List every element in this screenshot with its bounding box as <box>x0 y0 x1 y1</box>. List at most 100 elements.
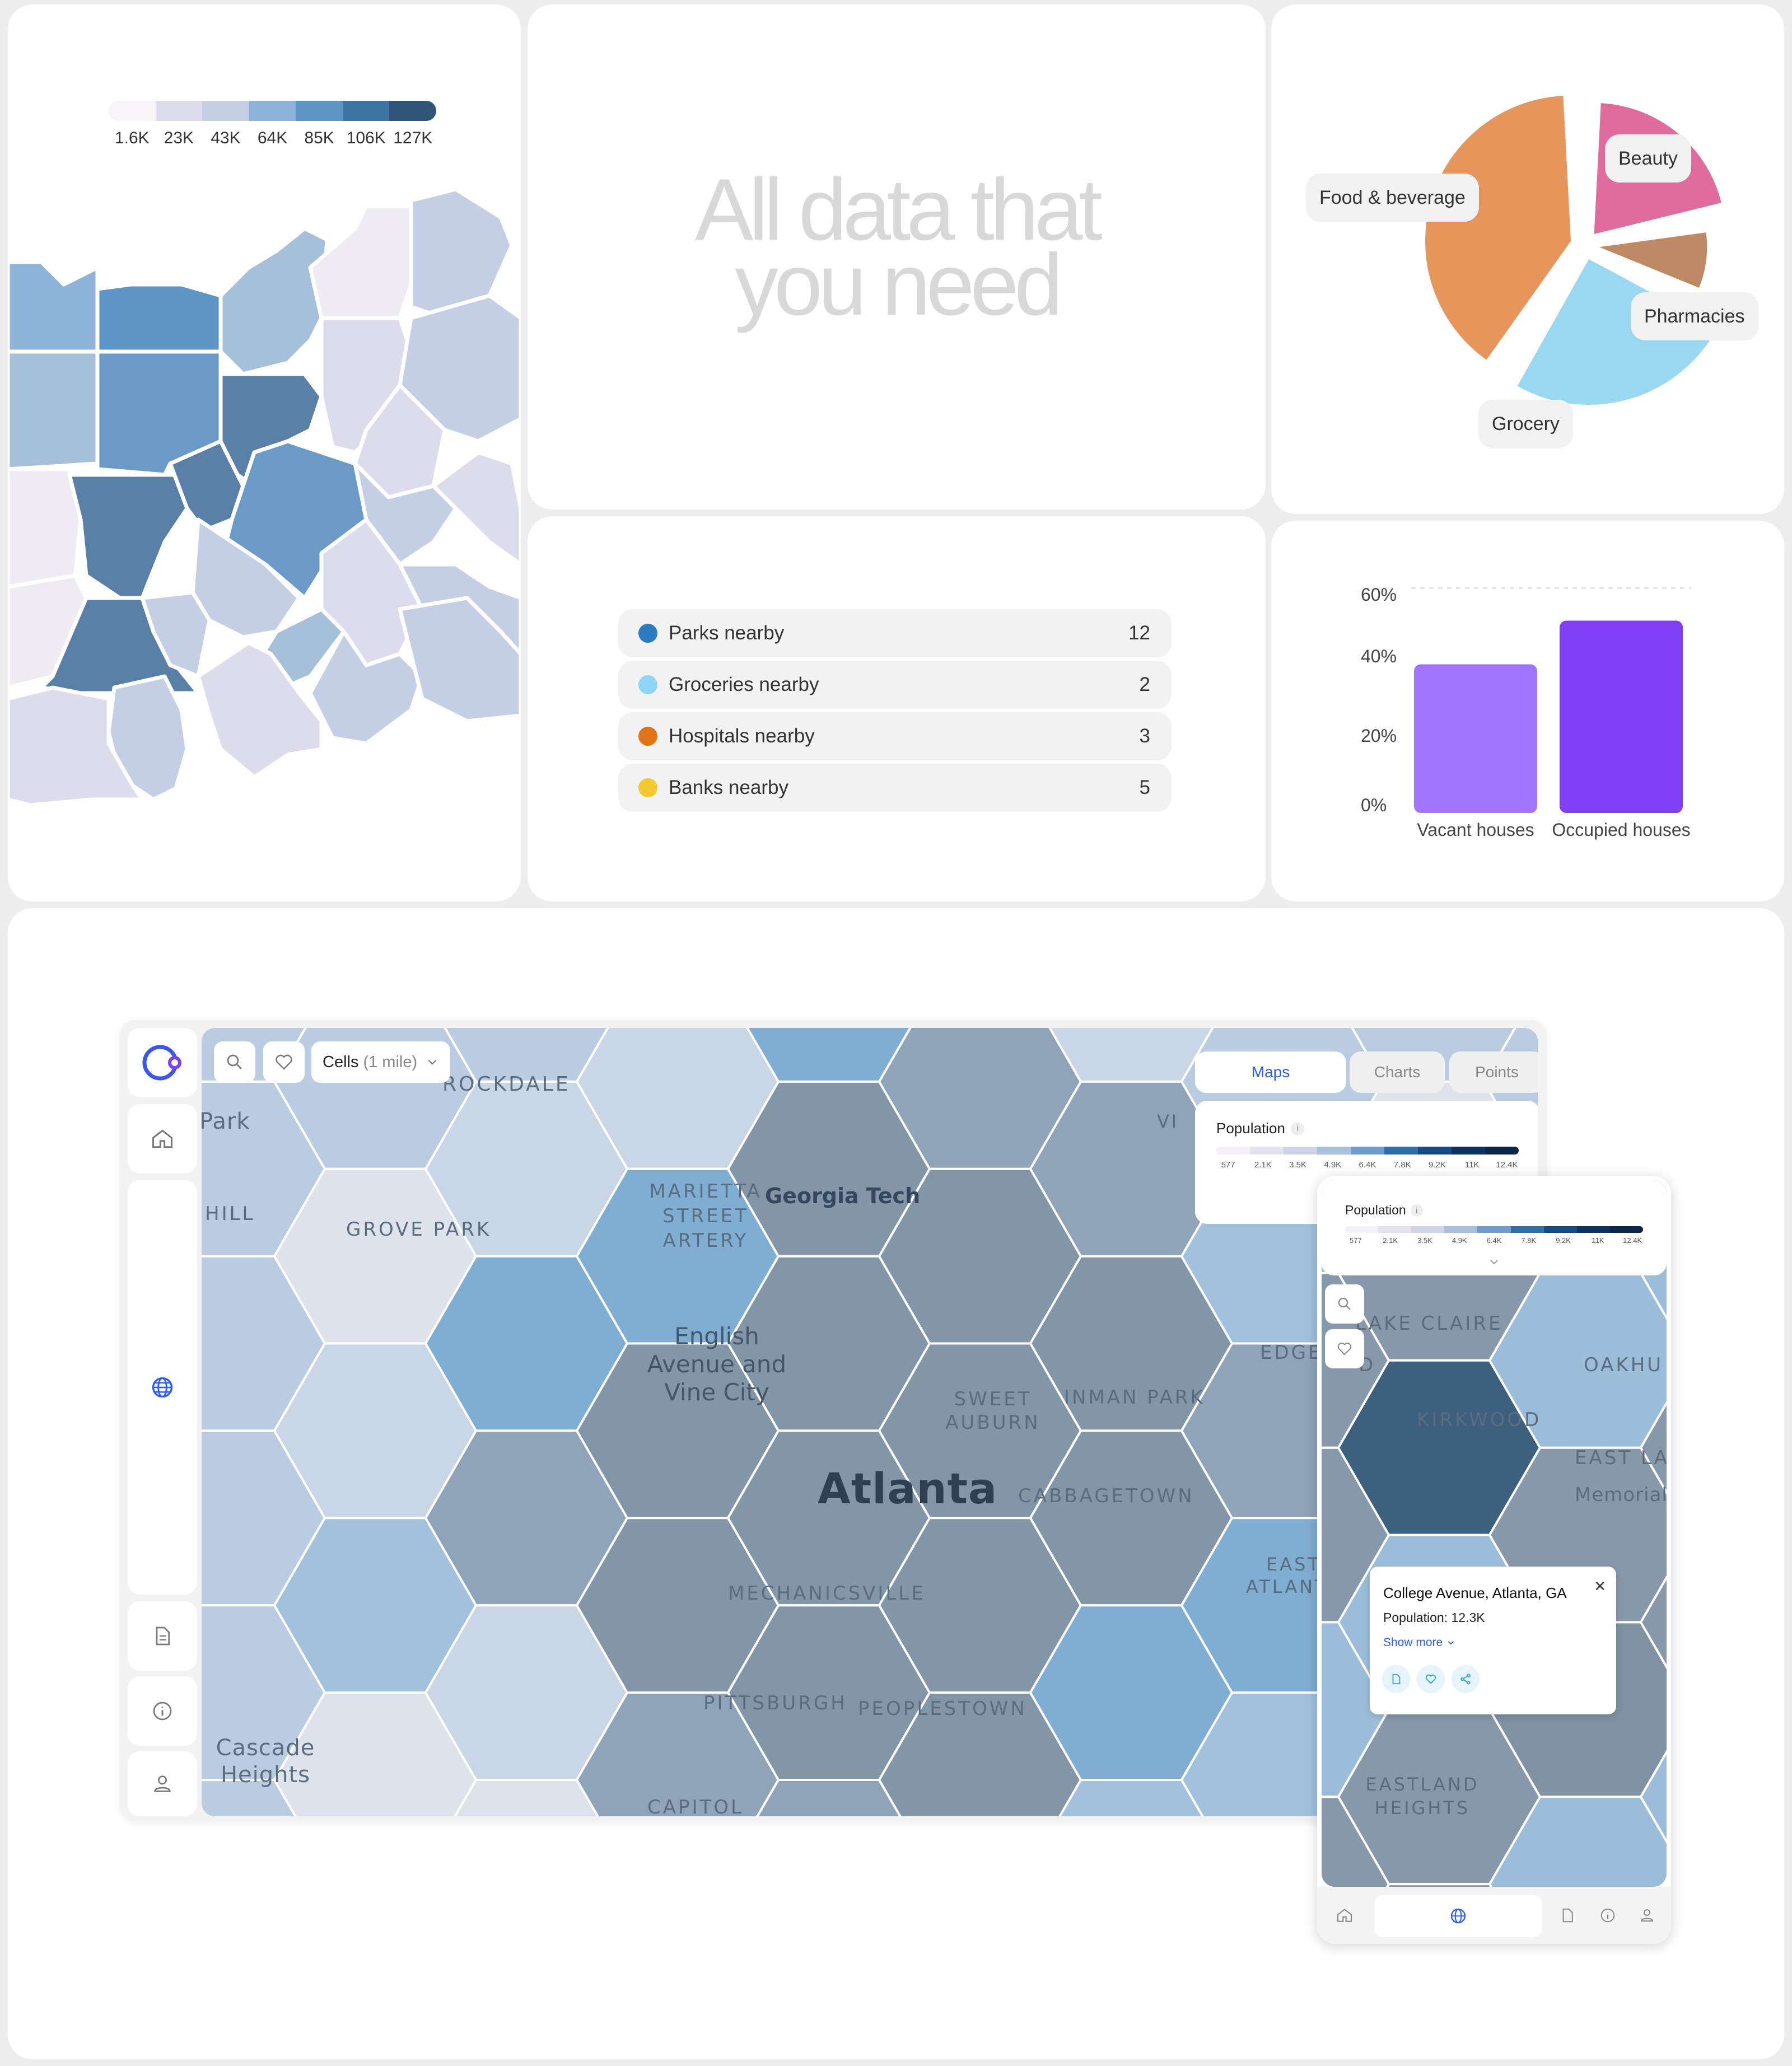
mobile-bottom-nav <box>1317 1887 1671 1944</box>
pie-slice-grocery <box>1517 259 1718 405</box>
legend-tick: 4.9K <box>1324 1160 1342 1170</box>
mobile-nav-home[interactable] <box>1324 1895 1365 1936</box>
favorite-button[interactable] <box>263 1041 305 1083</box>
legend-swatch <box>1216 1147 1250 1154</box>
info-icon[interactable]: i <box>1290 1121 1304 1135</box>
nearby-label: Groceries nearby <box>669 674 819 695</box>
map-label: VI <box>1157 1111 1179 1132</box>
legend-label: 85K <box>304 129 334 147</box>
map-label: Park <box>202 1109 250 1134</box>
legend-swatch <box>1543 1226 1577 1233</box>
legend-swatch <box>1284 1147 1317 1154</box>
legend-bar <box>1345 1226 1643 1233</box>
county <box>8 685 144 807</box>
show-more-link[interactable]: Show more <box>1383 1636 1456 1649</box>
map-label: Atlanta <box>818 1464 998 1513</box>
county <box>67 473 189 600</box>
map-label: PITTSBURGH <box>703 1692 847 1714</box>
cells-dropdown[interactable]: Cells (1 mile) <box>311 1041 450 1083</box>
legend-swatch <box>296 101 343 121</box>
legend-title: Population <box>1345 1203 1406 1217</box>
y-tick-label: 0% <box>1361 795 1387 815</box>
legend-swatch <box>1510 1226 1544 1233</box>
category-dot <box>638 778 657 797</box>
nav-home[interactable] <box>128 1104 197 1174</box>
nav-profile[interactable] <box>128 1751 197 1816</box>
home-icon <box>1337 1908 1352 1922</box>
county <box>431 450 521 567</box>
bar <box>1414 664 1537 813</box>
nearby-label: Banks nearby <box>669 777 789 798</box>
headline-line-1: All data that <box>695 161 1103 259</box>
mobile-favorite-button[interactable] <box>1325 1329 1364 1368</box>
map-label: EASTLAND HEIGHTS <box>1365 1774 1480 1819</box>
legend-tick: 2.1K <box>1254 1160 1272 1170</box>
legend-label: 106K <box>346 129 386 147</box>
mobile-nav-info[interactable] <box>1589 1895 1626 1936</box>
document-icon <box>1392 1674 1401 1685</box>
legend-swatch <box>1444 1226 1478 1233</box>
tab-charts[interactable]: Charts <box>1350 1051 1445 1093</box>
choropleth-legend-bar <box>109 101 436 121</box>
nearby-row[interactable]: Groceries nearby 2 <box>618 661 1172 709</box>
nav-info[interactable] <box>128 1676 197 1746</box>
nav-map[interactable] <box>128 1180 197 1595</box>
mobile-search-button[interactable] <box>1325 1284 1364 1324</box>
county <box>308 629 424 746</box>
mobile-map[interactable]: LAKE CLAIRE D OAKHU KIRKWOOD EAST LA Mem… <box>1322 1180 1667 1887</box>
y-tick-label: 60% <box>1361 585 1397 605</box>
legend-swatch <box>1576 1226 1610 1233</box>
logo[interactable] <box>128 1028 197 1097</box>
legend-tick: 9.2K <box>1428 1160 1446 1170</box>
mobile-nav-reports[interactable] <box>1549 1895 1586 1936</box>
hex-cell[interactable] <box>1639 1535 1667 1710</box>
show-more-label: Show more <box>1383 1636 1443 1649</box>
cells-unit: (1 mile) <box>363 1053 418 1071</box>
popup-favorite-button[interactable] <box>1417 1665 1445 1693</box>
close-icon[interactable]: ✕ <box>1594 1578 1606 1595</box>
nearby-row[interactable]: Hospitals nearby 3 <box>618 712 1172 760</box>
nearby-label: Parks nearby <box>669 622 785 644</box>
map-label: Memorial <box>1575 1484 1667 1506</box>
hex-cell[interactable] <box>1639 1709 1667 1884</box>
legend-tick: 4.9K <box>1452 1236 1467 1245</box>
legend-tick: 3.5K <box>1289 1160 1306 1170</box>
mobile-nav-profile[interactable] <box>1628 1895 1665 1936</box>
legend-tick: 6.4K <box>1359 1160 1376 1170</box>
nearby-row[interactable]: Parks nearby 12 <box>618 609 1172 657</box>
nearby-row[interactable]: Banks nearby 5 <box>618 764 1172 812</box>
legend-swatch <box>1609 1226 1643 1233</box>
county <box>398 596 521 723</box>
pie-label-pharmacies: Pharmacies <box>1631 292 1758 340</box>
tab-maps[interactable]: Maps <box>1195 1051 1346 1093</box>
legend-swatch <box>1411 1226 1445 1233</box>
legend-swatch <box>1345 1226 1379 1233</box>
user-icon <box>1640 1909 1654 1922</box>
map-label: LAKE CLAIRE <box>1355 1312 1503 1335</box>
popup-report-button[interactable] <box>1382 1665 1410 1693</box>
cells-label: Cells <box>323 1053 359 1071</box>
search-icon <box>227 1054 242 1069</box>
search-button[interactable] <box>214 1041 255 1083</box>
popup-population: Population: 12.3K <box>1383 1610 1485 1625</box>
map-label: MARIETTA STREET ARTERY <box>649 1180 762 1252</box>
choropleth-card: 1.6K 23K 43K 64K 85K 106K 127K <box>8 4 521 901</box>
popup-share-button[interactable] <box>1452 1665 1480 1693</box>
map-label: SWEET AUBURN <box>945 1388 1040 1434</box>
legend-label: 127K <box>393 129 433 147</box>
tab-points[interactable]: Points <box>1449 1051 1538 1093</box>
nearby-count: 12 <box>1128 622 1150 644</box>
headline-card: All data that you need <box>528 4 1266 510</box>
info-icon[interactable]: i <box>1410 1204 1423 1217</box>
legend-bar <box>1216 1147 1519 1154</box>
category-dot <box>638 727 657 746</box>
hex-cell[interactable] <box>1639 1361 1667 1535</box>
heart-icon <box>1425 1674 1436 1684</box>
legend-tick: 12.4K <box>1496 1160 1518 1170</box>
chevron-down-icon[interactable] <box>1487 1255 1501 1269</box>
nav-reports[interactable] <box>128 1601 197 1671</box>
mobile-nav-map[interactable] <box>1374 1895 1542 1937</box>
legend-label: 43K <box>211 129 241 147</box>
choropleth-map[interactable] <box>8 4 521 901</box>
legend-tick: 12.4K <box>1623 1236 1642 1245</box>
